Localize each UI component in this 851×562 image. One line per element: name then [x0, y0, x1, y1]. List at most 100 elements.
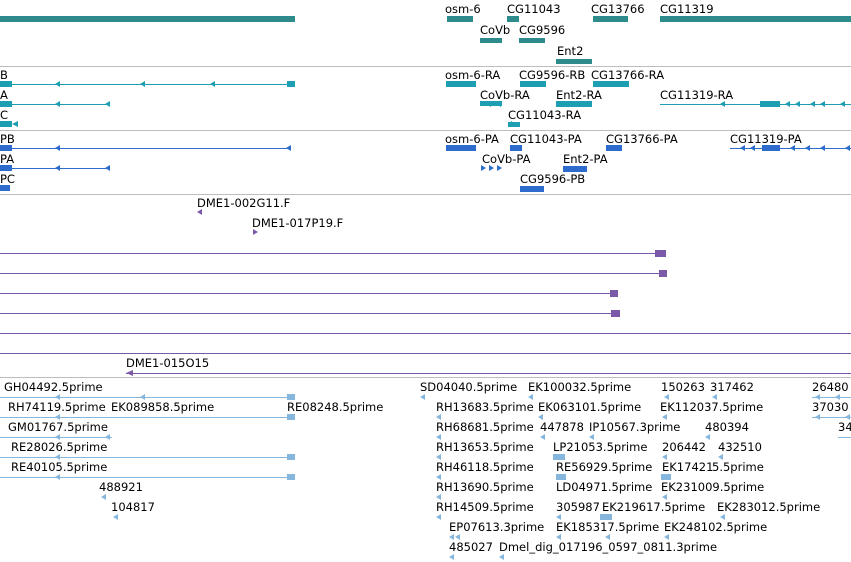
clone-strand-markers: [126, 209, 258, 376]
est-alignment[interactable]: [0, 417, 295, 418]
track-separator: [0, 130, 851, 131]
est-label: 480394: [705, 420, 749, 434]
est-label: 485027: [449, 540, 493, 554]
est-block[interactable]: [287, 454, 295, 460]
est-label: SD04040.5prime: [420, 380, 518, 394]
protein-label-osm-6-pa: osm-6-PA: [445, 132, 499, 146]
protein-label-pc: PC: [0, 172, 15, 186]
est-block[interactable]: [287, 394, 295, 400]
est-label: RH13683.5prime: [436, 400, 534, 414]
protein-exon[interactable]: [0, 145, 12, 151]
est-label: 26480: [812, 380, 849, 394]
clone-end[interactable]: [659, 270, 667, 277]
est-label: RE28026.5prime: [11, 440, 108, 454]
transcript-label-cg11043-ra: CG11043-RA: [508, 108, 582, 122]
gene-feature-covb[interactable]: [480, 38, 502, 43]
est-block[interactable]: [553, 454, 565, 460]
est-alignment[interactable]: [0, 397, 295, 398]
gene-feature-cg11319[interactable]: [660, 16, 851, 22]
est-label: 206442: [662, 440, 706, 454]
est-alignment[interactable]: [812, 417, 851, 418]
est-label: EK219617.5prime: [602, 500, 706, 514]
transcript-exon[interactable]: [0, 101, 12, 107]
est-label: RH14509.5prime: [436, 500, 534, 514]
clone-alignment[interactable]: [0, 313, 614, 314]
gene-label-cg9596: CG9596: [519, 23, 566, 37]
transcript-exon[interactable]: [520, 81, 546, 87]
protein-exon[interactable]: [520, 186, 544, 192]
est-label: 150263: [661, 380, 705, 394]
clone-alignment[interactable]: [0, 293, 612, 294]
clone-end[interactable]: [611, 310, 620, 317]
transcript-intron: [0, 104, 110, 105]
est-label: EK185317.5prime: [556, 520, 660, 534]
transcript-exon[interactable]: [593, 81, 629, 87]
protein-exon[interactable]: [762, 145, 780, 151]
est-label: 34: [838, 420, 851, 434]
transcript-label-cg11319-ra: CG11319-RA: [660, 88, 734, 102]
protein-exon[interactable]: [563, 166, 587, 172]
protein-intron: [730, 148, 851, 149]
est-label: 5.5prime: [712, 460, 764, 474]
clone-alignment[interactable]: [0, 253, 660, 254]
protein-exon[interactable]: [510, 145, 522, 151]
clone-alignment[interactable]: [126, 373, 851, 374]
gene-feature-cg11043[interactable]: [507, 16, 519, 22]
transcript-exon[interactable]: [287, 81, 295, 87]
protein-label-cg9596-pb: CG9596-PB: [520, 172, 586, 186]
protein-label-cg11319-pa: CG11319-PA: [730, 132, 802, 146]
clone-label-dme1-017p19: DME1-017P19.F: [252, 216, 344, 230]
clone-end[interactable]: [655, 250, 666, 257]
est-block[interactable]: [287, 414, 295, 420]
clone-alignment[interactable]: [0, 273, 662, 274]
protein-exon[interactable]: [606, 145, 622, 151]
transcript-exon[interactable]: [0, 81, 12, 87]
protein-exon[interactable]: [0, 185, 10, 191]
transcript-exon[interactable]: [556, 101, 592, 107]
protein-label-cg13766-pa: CG13766-PA: [606, 132, 678, 146]
gene-feature-ent2[interactable]: [556, 59, 592, 64]
clone-alignment[interactable]: [0, 333, 851, 334]
gene-feature[interactable]: [0, 16, 295, 22]
track-separator: [0, 66, 851, 67]
transcript-exon[interactable]: [0, 121, 12, 127]
gene-label-covb: CoVb: [480, 23, 511, 37]
est-label: 447878: [540, 420, 584, 434]
est-label: GH04492.5prime: [4, 380, 103, 394]
est-label: EK112037.5prime: [660, 400, 764, 414]
clone-label-dme1-002g11: DME1-002G11.F: [197, 196, 291, 210]
transcript-label-cg9596-rb: CG9596-RB: [519, 68, 586, 82]
gene-feature-cg13766[interactable]: [593, 16, 628, 22]
est-label: RH46118.5prime: [436, 460, 534, 474]
protein-intron: [0, 148, 290, 149]
gene-label-ent2: Ent2: [557, 44, 584, 58]
clone-end[interactable]: [610, 290, 618, 297]
gene-feature-osm-6[interactable]: [447, 16, 473, 22]
est-alignment[interactable]: [838, 437, 851, 438]
track-separator: [0, 194, 851, 195]
est-block[interactable]: [287, 474, 295, 480]
est-alignment[interactable]: [0, 477, 295, 478]
est-alignment[interactable]: [812, 397, 851, 398]
clone-label-dme1-015o15: DME1-015O15: [126, 356, 210, 370]
est-label: 432510: [718, 440, 762, 454]
protein-label-cg11043-pa: CG11043-PA: [510, 132, 582, 146]
est-label: 104817: [111, 500, 155, 514]
transcript-exon[interactable]: [760, 101, 780, 107]
gene-label-cg11043: CG11043: [507, 2, 561, 16]
est-label: EK100032.5prime: [528, 380, 632, 394]
est-label: RH68681.5prime: [436, 420, 534, 434]
est-label: RH13653.5prime: [436, 440, 534, 454]
est-label: EK248102.5prime: [664, 520, 768, 534]
est-label: IP10567.3prime: [589, 420, 681, 434]
est-label: RE40105.5prime: [11, 460, 108, 474]
clone-alignment[interactable]: [0, 353, 851, 354]
est-block[interactable]: [600, 514, 612, 520]
est-label: EP07613.3prime: [449, 520, 545, 534]
est-alignment[interactable]: [0, 457, 295, 458]
gene-feature-cg9596[interactable]: [519, 38, 545, 43]
protein-label-pb: PB: [0, 132, 15, 146]
protein-exon[interactable]: [0, 165, 12, 171]
transcript-label-cg13766-ra: CG13766-RA: [591, 68, 665, 82]
